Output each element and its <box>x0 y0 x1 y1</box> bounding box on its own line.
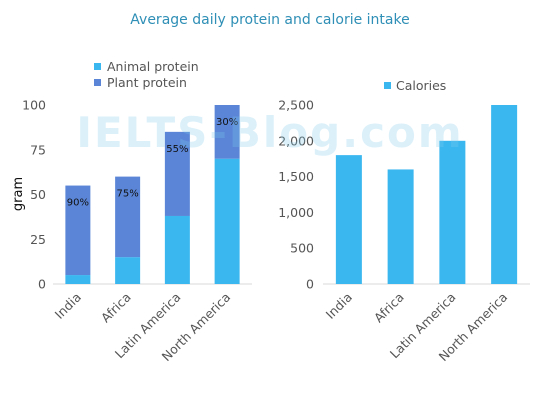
y-tick-label: 0 <box>306 277 314 292</box>
bar-animal-protein-latin-america <box>164 215 190 284</box>
x-tick-label: India <box>52 290 84 322</box>
legend-entry-calories: Calories <box>396 78 446 93</box>
legend-entry-animal-protein: Animal protein <box>107 59 199 74</box>
y-tick-label: 1,500 <box>278 169 314 184</box>
y-tick-label: 75 <box>30 142 46 157</box>
legend-swatch-animal-protein <box>94 63 101 70</box>
data-label-north-america: 30% <box>216 117 238 128</box>
data-label-africa: 75% <box>117 189 139 200</box>
x-tick-label: India <box>323 290 355 322</box>
figure-title: Average daily protein and calorie intake <box>130 12 410 28</box>
y-tick-label: 100 <box>22 98 46 113</box>
bar-animal-protein-india <box>65 275 91 284</box>
data-label-india: 90% <box>67 198 89 209</box>
bar-calories-africa <box>387 169 414 284</box>
bar-calories-north-america <box>491 105 518 284</box>
legend-swatch-plant-protein <box>94 79 101 86</box>
y-tick-label: 0 <box>38 277 46 292</box>
legend-entry-plant-protein: Plant protein <box>107 75 187 90</box>
y-tick-label: 50 <box>30 187 46 202</box>
bar-animal-protein-africa <box>115 257 141 284</box>
bar-calories-latin-america <box>439 140 466 284</box>
y-axis-label: gram <box>11 177 26 211</box>
bar-plant-protein-africa <box>115 176 141 258</box>
bar-plant-protein-latin-america <box>164 131 190 216</box>
x-tick-label: Africa <box>98 290 134 326</box>
y-tick-label: 500 <box>290 241 314 256</box>
y-tick-label: 2,000 <box>278 133 314 148</box>
bar-calories-india <box>335 155 362 284</box>
bar-plant-protein-north-america <box>214 105 240 159</box>
bar-plant-protein-india <box>65 185 91 276</box>
y-tick-label: 25 <box>30 232 46 247</box>
x-tick-label: Africa <box>371 290 407 326</box>
data-label-latin-america: 55% <box>166 144 188 155</box>
bar-animal-protein-north-america <box>214 158 240 284</box>
y-tick-label: 2,500 <box>278 98 314 113</box>
y-tick-label: 1,000 <box>278 205 314 220</box>
legend-swatch-calories <box>384 82 391 89</box>
